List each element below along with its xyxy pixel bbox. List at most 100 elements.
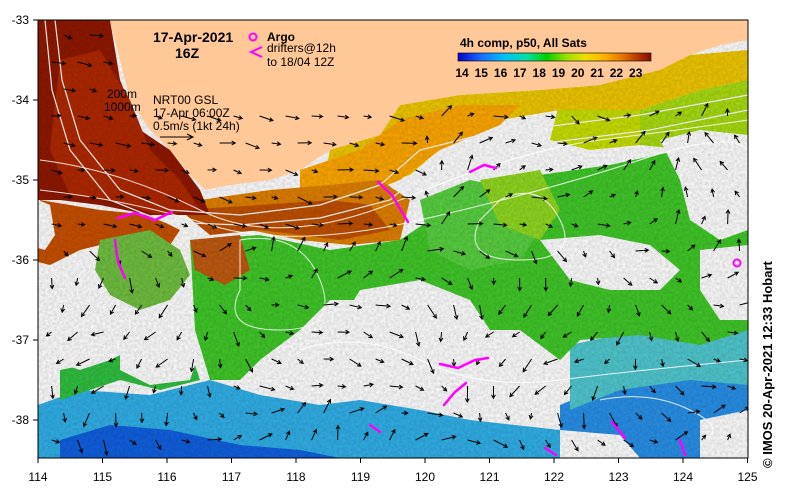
current-arrow (63, 142, 76, 148)
current-arrow (363, 270, 374, 279)
current-arrow (727, 271, 740, 279)
current-arrow (713, 358, 722, 363)
map-border (37, 19, 749, 459)
current-arrow (649, 439, 659, 444)
current-arrow (89, 195, 97, 200)
current-arrow (141, 195, 152, 201)
current-arrow (675, 111, 683, 117)
colorbar-tick-label: 20 (571, 66, 585, 80)
current-arrow (453, 304, 459, 321)
current-arrow (415, 222, 432, 228)
colorbar-tick-label: 16 (494, 66, 508, 80)
current-arrow (129, 277, 134, 294)
current-arrow (337, 114, 350, 120)
current-arrow (167, 196, 180, 203)
current-arrow (467, 439, 482, 445)
current-arrow (710, 188, 715, 198)
current-arrow (441, 435, 457, 441)
current-arrow (155, 167, 170, 173)
current-arrow (441, 277, 453, 285)
current-arrow (103, 223, 118, 229)
current-arrow (505, 193, 514, 198)
drifter-track (376, 180, 410, 224)
current-arrow (557, 192, 571, 198)
current-arrow (349, 358, 362, 367)
latitude-axis: -33 -34 -35 -36 -37 -38 (12, 13, 38, 427)
current-arrow (219, 243, 233, 252)
drifter-track (610, 420, 627, 440)
current-arrow (498, 304, 506, 316)
current-arrow (297, 140, 313, 146)
current-arrow (113, 412, 119, 428)
current-arrow (167, 250, 173, 257)
current-arrow (167, 141, 178, 146)
current-arrow (129, 113, 138, 119)
current-arrow (609, 139, 618, 144)
current-arrow (335, 424, 341, 441)
current-arrow (311, 268, 318, 279)
current-arrow (139, 412, 145, 424)
current-arrow (271, 195, 279, 200)
current-arrow (164, 412, 169, 427)
depth-contours (44, 20, 748, 226)
current-arrow (597, 164, 608, 171)
current-arrow (297, 236, 306, 252)
current-arrow (375, 358, 385, 364)
current-arrow (739, 357, 748, 363)
current-arrow (75, 358, 90, 366)
colorbar-tick-label: 18 (533, 66, 547, 80)
current-arrow (89, 250, 101, 262)
current-arrow (571, 439, 579, 452)
current-arrow (582, 250, 587, 258)
current-arrow (193, 250, 207, 258)
current-arrow (193, 196, 206, 203)
current-arrow (609, 250, 616, 259)
drifter-track (442, 381, 468, 407)
current-arrow (616, 331, 625, 346)
current-arrow (207, 436, 223, 442)
current-arrow (349, 241, 356, 252)
current-arrow (55, 358, 64, 364)
current-arrow (686, 130, 692, 144)
current-arrow (155, 223, 165, 229)
current-arrow (725, 108, 730, 117)
colorbar-tick-label: 19 (552, 66, 566, 80)
current-arrow (427, 412, 444, 418)
current-arrow (259, 223, 270, 229)
current-arrow (158, 304, 169, 319)
current-arrow (528, 412, 534, 420)
lon-tick-label: 120 (415, 470, 435, 484)
current-arrow (363, 168, 380, 174)
current-arrow (77, 115, 91, 121)
current-arrow (661, 304, 672, 315)
current-arrow (77, 61, 93, 68)
longitude-axis: 114 115 116 117 118 119 120 121 122 123 124 125 (28, 458, 758, 484)
current-arrow (453, 412, 464, 418)
current-arrow (375, 141, 386, 147)
colorbar-ticks: 14 15 16 17 18 19 20 21 22 23 (455, 66, 642, 80)
lon-tick-label: 122 (544, 470, 564, 484)
drifter-track (368, 423, 382, 434)
current-arrow (311, 114, 324, 119)
current-arrow (693, 157, 703, 171)
current-arrow (115, 194, 125, 200)
current-arrow (519, 222, 528, 227)
current-arrow (467, 221, 484, 227)
current-arrow (245, 246, 257, 252)
current-arrow (649, 110, 660, 117)
current-arrow (493, 114, 509, 120)
current-arrow (545, 114, 556, 120)
current-arrow (259, 433, 273, 441)
current-arrow (557, 250, 568, 263)
current-arrow (491, 277, 497, 286)
current-arrow (349, 142, 360, 148)
current-arrow (401, 358, 414, 366)
current-arrow (649, 159, 656, 171)
current-arrow (297, 358, 304, 365)
current-arrow (726, 433, 731, 441)
current-arrow (203, 331, 209, 342)
current-arrow (217, 358, 223, 369)
current-arrow (311, 383, 324, 388)
current-arrow (660, 358, 665, 368)
